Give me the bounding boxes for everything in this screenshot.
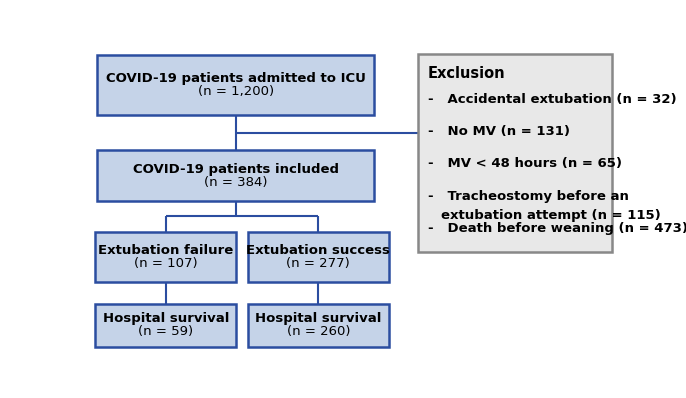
Text: Extubation success: Extubation success [246, 244, 390, 257]
Text: -   Tracheostomy before an: - Tracheostomy before an [427, 190, 628, 203]
Text: -   No MV (n = 131): - No MV (n = 131) [427, 125, 569, 138]
Text: COVID-19 patients admitted to ICU: COVID-19 patients admitted to ICU [106, 72, 366, 85]
Text: (n = 107): (n = 107) [134, 257, 198, 270]
Text: Hospital survival: Hospital survival [103, 312, 229, 325]
Text: COVID-19 patients included: COVID-19 patients included [132, 163, 339, 176]
Text: Hospital survival: Hospital survival [255, 312, 381, 325]
FancyBboxPatch shape [248, 232, 389, 282]
Text: (n = 384): (n = 384) [204, 176, 268, 189]
Text: Exclusion: Exclusion [427, 66, 505, 80]
Text: extubation attempt (n = 115): extubation attempt (n = 115) [441, 209, 661, 222]
Text: -   Accidental extubation (n = 32): - Accidental extubation (n = 32) [427, 93, 676, 106]
FancyBboxPatch shape [95, 232, 236, 282]
Text: -   MV < 48 hours (n = 65): - MV < 48 hours (n = 65) [427, 158, 622, 170]
FancyBboxPatch shape [248, 304, 389, 347]
FancyBboxPatch shape [97, 55, 374, 115]
Text: (n = 260): (n = 260) [287, 325, 350, 338]
FancyBboxPatch shape [95, 304, 236, 347]
Text: Extubation failure: Extubation failure [98, 244, 233, 257]
Text: (n = 277): (n = 277) [287, 257, 351, 270]
FancyBboxPatch shape [418, 54, 612, 252]
Text: -   Death before weaning (n = 473): - Death before weaning (n = 473) [427, 222, 686, 235]
FancyBboxPatch shape [97, 150, 374, 201]
Text: (n = 59): (n = 59) [138, 325, 193, 338]
Text: (n = 1,200): (n = 1,200) [198, 85, 274, 98]
